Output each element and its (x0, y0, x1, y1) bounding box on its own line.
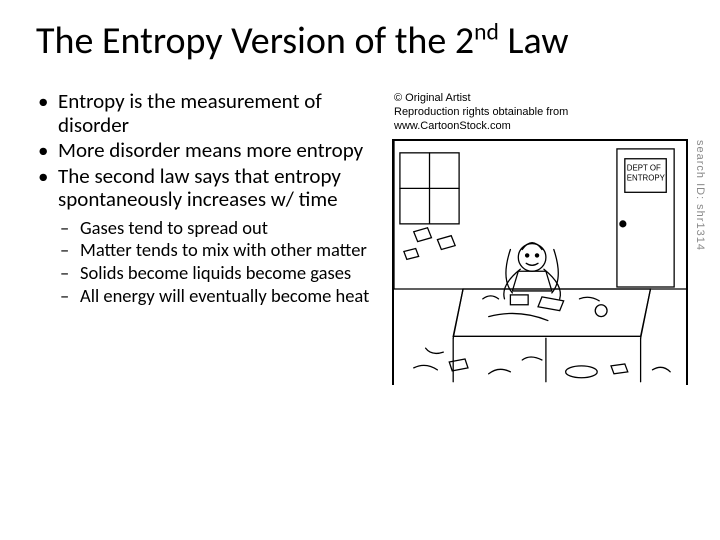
title-prefix: The Entropy Version of the 2 (36, 18, 474, 64)
slide-title: The Entropy Version of the 2nd Law (36, 18, 692, 64)
cartoon-search-id: search ID: shr1314 (694, 140, 706, 251)
title-suffix: Law (499, 18, 569, 64)
sub-bullet-item: Gases tend to spread out (36, 218, 384, 239)
bullet-item: More disorder means more entropy (36, 139, 384, 163)
sub-bullet-item: Solids become liquids become gases (36, 263, 384, 284)
sub-bullet-list: Gases tend to spread out Matter tends to… (36, 218, 384, 307)
bullet-item: The second law says that entropy spontan… (36, 165, 384, 212)
copyright-line: © Original Artist (394, 92, 692, 106)
cartoon-sketch: DEPT OF ENTROPY (394, 141, 686, 384)
cartoon-frame: DEPT OF ENTROPY (392, 139, 688, 385)
cartoon-container: © Original Artist Reproduction rights ob… (392, 90, 692, 390)
sub-bullet-item: All energy will eventually become heat (36, 286, 384, 307)
cartoon-copyright: © Original Artist Reproduction rights ob… (392, 90, 692, 139)
copyright-line: Reproduction rights obtainable from (394, 106, 692, 120)
main-bullet-list: Entropy is the measurement of disorder M… (36, 90, 384, 212)
copyright-line: www.CartoonStock.com (394, 120, 692, 134)
bullet-item: Entropy is the measurement of disorder (36, 90, 384, 137)
svg-text:DEPT OF: DEPT OF (627, 164, 661, 173)
slide: The Entropy Version of the 2nd Law Entro… (0, 0, 720, 540)
title-superscript: nd (474, 18, 499, 46)
sub-bullet-item: Matter tends to mix with other matter (36, 240, 384, 261)
image-column: © Original Artist Reproduction rights ob… (392, 90, 692, 390)
content-row: Entropy is the measurement of disorder M… (36, 90, 692, 390)
svg-text:ENTROPY: ENTROPY (627, 174, 666, 183)
text-column: Entropy is the measurement of disorder M… (36, 90, 384, 390)
